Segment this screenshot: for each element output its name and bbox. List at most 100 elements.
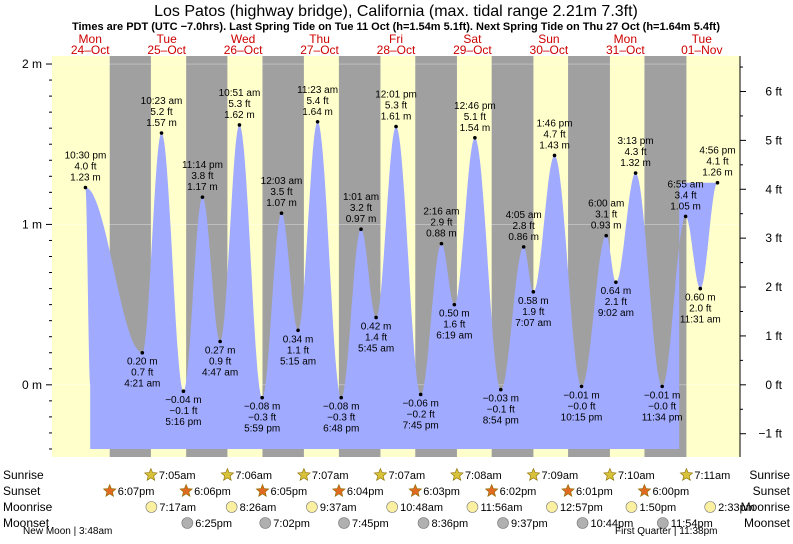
sun-icon [561,483,575,497]
tide-extremes-layer: 10:30 pm4.0 ft1.23 m 0.20 m0.7 ft4:21 am 1… [65,85,736,435]
tide-height-ft: 0.9 ft [209,357,231,368]
low-tide-label: −0.06 m−0.2 ft7:45 pm [402,398,438,431]
moon-icon [259,517,272,529]
tide-extreme-point [359,227,363,232]
tide-time: 6:19 am [436,331,472,342]
event-time: 7:06am [235,470,272,482]
event-time: 6:04pm [347,486,384,498]
event-row-label-right: Moonset [744,516,791,530]
sun-icon [373,467,388,481]
moon-icon [145,501,158,513]
tide-time: 2:16 am [423,207,459,218]
tide-extreme-point [498,387,503,392]
tide-extreme-point [604,233,609,238]
tide-height-ft: 4.7 ft [543,129,565,140]
tide-height-m: −0.08 m [244,402,280,413]
tide-height-m: 1.62 m [224,110,255,121]
tide-height-ft: −0.1 ft [169,406,197,417]
tide-height-ft: 3.8 ft [191,171,213,182]
tide-extreme-point [452,302,457,307]
tide-height-ft: −0.0 ft [567,401,595,412]
tide-extreme-point [614,280,618,284]
event-time: 10:44pm [591,518,634,530]
right-axis-tick-label: 2 ft [765,280,782,294]
tide-time: 5:45 am [358,343,394,354]
tide-extreme-point [159,131,164,135]
tide-time: 6:48 pm [323,424,359,435]
tide-height-ft: −0.2 ft [407,409,435,420]
low-tide-label: −0.08 m−0.3 ft5:59 pm [244,402,280,435]
right-axis-tick-label: 6 ft [765,84,782,98]
high-tide-label: 4:05 am2.8 ft0.86 m [506,210,542,243]
tide-time: 6:00 am [588,199,624,210]
day-labels: Mon24–OctTue25–OctWed26–OctThu27–OctFri2… [71,32,723,57]
left-axis-tick-label: 1 m [22,217,42,231]
tide-height-ft: 5.1 ft [464,112,486,123]
moon-icon [576,517,589,529]
event-time: 7:08am [465,470,502,482]
day-name: Sun [538,32,559,46]
tide-height-ft: 3.4 ft [674,190,696,201]
tide-extreme-point [531,289,536,294]
moon-icon [338,517,350,529]
day-date: 29–Oct [453,43,492,57]
tide-height-ft: 1.1 ft [287,345,309,356]
tide-height-m: 1.26 m [702,168,733,179]
low-tide-label: 0.50 m1.6 ft6:19 am [436,309,472,342]
tide-extreme-point [374,315,378,320]
tide-time: 11:23 am [297,85,338,96]
left-axis-tick-label: 2 m [22,57,42,71]
tide-height-m: 0.88 m [426,229,457,240]
moon-icon [225,501,238,513]
high-tide-label: 12:03 am3.5 ft1.07 m [261,176,303,209]
event-time: 9:37pm [511,518,548,530]
axes-layer: 2 m 1 m 0 m 6 ft 5 ft 4 ft 3 ft 2 ft 1 ft 0 ft −1 … [22,56,793,457]
tide-height-m: −0.01 m [644,390,680,401]
tide-extreme-point [473,136,477,140]
tide-extreme-point [296,328,300,333]
low-tide-label: −0.04 m−0.1 ft5:16 pm [165,395,201,428]
event-row-label-right: Sunrise [749,468,790,482]
day-name: Wed [231,32,255,46]
high-tide-label: 12:01 pm5.3 ft1.61 m [375,90,417,123]
tide-height-m: 1.54 m [460,123,491,134]
sun-icon [255,483,270,497]
event-time: 8:26am [240,502,277,514]
tide-height-m: 1.43 m [539,140,570,151]
moon-icon [546,501,558,513]
day-name: Tue [157,32,178,46]
tide-height-ft: 2.1 ft [605,297,627,308]
day-date: 31–Oct [606,43,645,57]
event-time: 7:09am [541,470,578,482]
tide-height-ft: 2.9 ft [430,218,452,229]
tide-height-m: 1.23 m [70,173,101,184]
high-tide-label: 6:55 am3.4 ft1.05 m [668,179,704,212]
event-time: 11:56am [480,502,522,514]
tide-height-m: 0.34 m [283,334,314,345]
day-date: 28–Oct [377,43,416,57]
low-tide-label: 0.58 m1.9 ft7:07 am [515,296,551,329]
day-name: Mon [79,32,102,46]
moon-icon [417,517,430,529]
tide-height-m: 0.93 m [591,221,622,232]
tide-time: 5:16 pm [165,417,201,428]
tide-extreme-point [552,153,557,158]
sun-icon [296,467,311,481]
high-tide-label: 11:14 pm3.8 ft1.17 m [182,160,223,193]
tide-time: 6:55 am [668,179,704,190]
tide-extreme-point [633,171,638,175]
tide-height-m: 1.57 m [146,118,177,129]
event-time: 7:11am [694,470,730,482]
day-date: 01–Nov [681,43,722,57]
tide-time: 8:54 pm [483,416,519,427]
event-time: 6:06pm [194,486,231,498]
tide-height-ft: −0.3 ft [248,413,276,424]
tide-height-ft: 1.9 ft [522,307,544,318]
day-date: 27–Oct [300,43,339,57]
event-time: 8:36pm [432,518,469,530]
moon-icon [181,517,194,529]
